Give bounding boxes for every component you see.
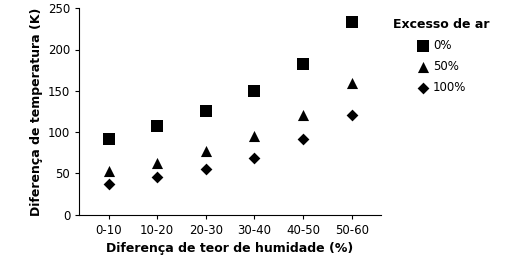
100% — [299, 137, 307, 142]
0% — [104, 136, 113, 141]
50% — [250, 134, 259, 138]
50% — [348, 80, 356, 85]
0% — [202, 109, 210, 114]
50% — [299, 113, 307, 118]
50% — [202, 149, 210, 153]
50% — [153, 161, 161, 166]
X-axis label: Diferença de teor de humidade (%): Diferença de teor de humidade (%) — [106, 242, 354, 255]
100% — [202, 167, 210, 171]
Y-axis label: Diferença de temperatura (K): Diferença de temperatura (K) — [30, 7, 42, 216]
50% — [104, 169, 113, 173]
0% — [153, 124, 161, 128]
Legend: 0%, 50%, 100%: 0%, 50%, 100% — [390, 14, 494, 98]
100% — [104, 182, 113, 186]
100% — [348, 112, 356, 117]
0% — [250, 89, 259, 93]
0% — [299, 61, 307, 66]
100% — [250, 156, 259, 161]
0% — [348, 20, 356, 24]
100% — [153, 174, 161, 179]
